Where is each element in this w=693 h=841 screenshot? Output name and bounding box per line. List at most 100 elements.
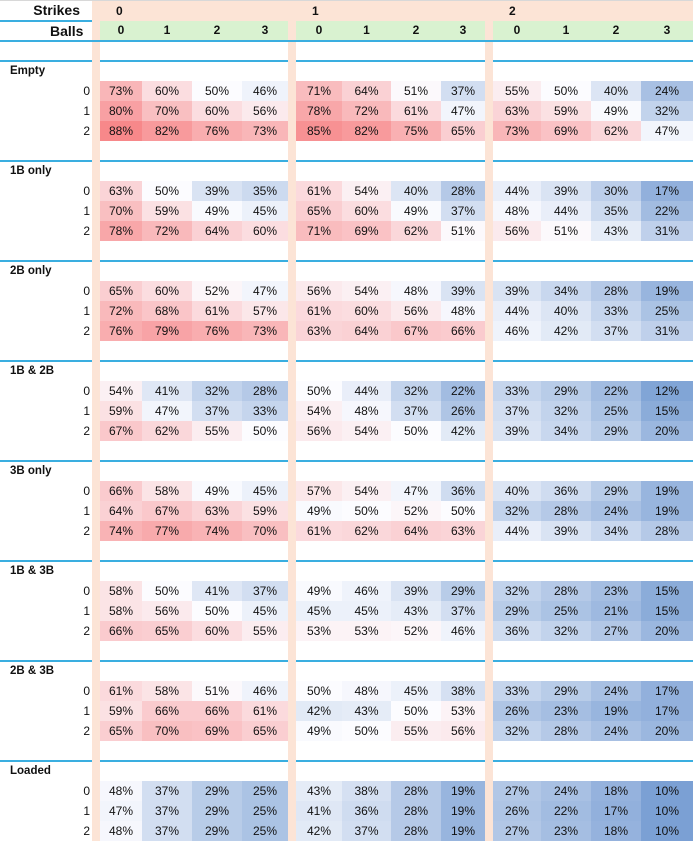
percent-cell[interactable]: 32% (493, 580, 541, 601)
percent-cell[interactable]: 28% (441, 180, 485, 201)
percent-cell[interactable]: 37% (142, 800, 192, 821)
percent-cell[interactable]: 55% (493, 80, 541, 101)
percent-cell[interactable]: 50% (342, 720, 391, 741)
percent-cell[interactable]: 76% (192, 120, 242, 141)
percent-cell[interactable]: 19% (641, 480, 693, 501)
percent-cell[interactable]: 19% (641, 500, 693, 521)
percent-cell[interactable]: 26% (493, 800, 541, 821)
percent-cell[interactable]: 28% (391, 800, 441, 821)
percent-cell[interactable]: 17% (591, 800, 641, 821)
percent-cell[interactable]: 61% (391, 100, 441, 121)
percent-cell[interactable]: 28% (391, 820, 441, 841)
percent-cell[interactable]: 48% (100, 820, 142, 841)
percent-cell[interactable]: 24% (591, 500, 641, 521)
percent-cell[interactable]: 46% (242, 680, 288, 701)
percent-cell[interactable]: 56% (142, 600, 192, 621)
percent-cell[interactable]: 40% (591, 80, 641, 101)
percent-cell[interactable]: 34% (541, 280, 591, 301)
percent-cell[interactable]: 32% (641, 100, 693, 121)
percent-cell[interactable]: 65% (100, 280, 142, 301)
percent-cell[interactable]: 28% (591, 280, 641, 301)
percent-cell[interactable]: 65% (441, 120, 485, 141)
percent-cell[interactable]: 56% (296, 420, 342, 441)
percent-cell[interactable]: 43% (296, 780, 342, 801)
percent-cell[interactable]: 49% (192, 480, 242, 501)
percent-cell[interactable]: 53% (296, 620, 342, 641)
percent-cell[interactable]: 32% (541, 620, 591, 641)
percent-cell[interactable]: 82% (142, 120, 192, 141)
percent-cell[interactable]: 56% (242, 100, 288, 121)
percent-cell[interactable]: 60% (342, 200, 391, 221)
percent-cell[interactable]: 54% (100, 380, 142, 401)
percent-cell[interactable]: 22% (541, 800, 591, 821)
percent-cell[interactable]: 54% (342, 280, 391, 301)
percent-cell[interactable]: 64% (342, 80, 391, 101)
percent-cell[interactable]: 19% (591, 700, 641, 721)
percent-cell[interactable]: 41% (142, 380, 192, 401)
percent-cell[interactable]: 70% (242, 520, 288, 541)
percent-cell[interactable]: 66% (142, 700, 192, 721)
percent-cell[interactable]: 44% (493, 180, 541, 201)
percent-cell[interactable]: 49% (391, 200, 441, 221)
percent-cell[interactable]: 64% (391, 520, 441, 541)
percent-cell[interactable]: 61% (192, 300, 242, 321)
percent-cell[interactable]: 78% (100, 220, 142, 241)
percent-cell[interactable]: 73% (242, 320, 288, 341)
percent-cell[interactable]: 37% (493, 400, 541, 421)
percent-cell[interactable]: 39% (541, 520, 591, 541)
percent-cell[interactable]: 37% (391, 400, 441, 421)
percent-cell[interactable]: 38% (342, 780, 391, 801)
percent-cell[interactable]: 50% (391, 420, 441, 441)
percent-cell[interactable]: 22% (441, 380, 485, 401)
percent-cell[interactable]: 39% (493, 420, 541, 441)
percent-cell[interactable]: 64% (100, 500, 142, 521)
percent-cell[interactable]: 67% (100, 420, 142, 441)
percent-cell[interactable]: 52% (391, 620, 441, 641)
percent-cell[interactable]: 44% (342, 380, 391, 401)
percent-cell[interactable]: 37% (591, 320, 641, 341)
percent-cell[interactable]: 66% (100, 620, 142, 641)
percent-cell[interactable]: 19% (641, 280, 693, 301)
percent-cell[interactable]: 62% (391, 220, 441, 241)
percent-cell[interactable]: 76% (100, 320, 142, 341)
percent-cell[interactable]: 18% (591, 780, 641, 801)
percent-cell[interactable]: 41% (296, 800, 342, 821)
percent-cell[interactable]: 57% (242, 300, 288, 321)
percent-cell[interactable]: 27% (493, 820, 541, 841)
percent-cell[interactable]: 29% (591, 420, 641, 441)
percent-cell[interactable]: 57% (296, 480, 342, 501)
percent-cell[interactable]: 72% (100, 300, 142, 321)
percent-cell[interactable]: 46% (242, 80, 288, 101)
percent-cell[interactable]: 60% (192, 620, 242, 641)
percent-cell[interactable]: 55% (242, 620, 288, 641)
percent-cell[interactable]: 35% (591, 200, 641, 221)
percent-cell[interactable]: 27% (591, 620, 641, 641)
percent-cell[interactable]: 15% (641, 580, 693, 601)
percent-cell[interactable]: 60% (142, 280, 192, 301)
percent-cell[interactable]: 48% (441, 300, 485, 321)
percent-cell[interactable]: 62% (342, 520, 391, 541)
percent-cell[interactable]: 54% (342, 420, 391, 441)
percent-cell[interactable]: 25% (242, 780, 288, 801)
percent-cell[interactable]: 40% (493, 480, 541, 501)
percent-cell[interactable]: 70% (142, 720, 192, 741)
percent-cell[interactable]: 37% (142, 820, 192, 841)
percent-cell[interactable]: 39% (493, 280, 541, 301)
percent-cell[interactable]: 76% (192, 320, 242, 341)
percent-cell[interactable]: 10% (641, 800, 693, 821)
percent-cell[interactable]: 52% (192, 280, 242, 301)
percent-cell[interactable]: 29% (192, 820, 242, 841)
percent-cell[interactable]: 56% (391, 300, 441, 321)
percent-cell[interactable]: 47% (100, 800, 142, 821)
percent-cell[interactable]: 45% (296, 600, 342, 621)
percent-cell[interactable]: 31% (641, 320, 693, 341)
percent-cell[interactable]: 20% (641, 420, 693, 441)
percent-cell[interactable]: 54% (342, 180, 391, 201)
percent-cell[interactable]: 61% (296, 300, 342, 321)
percent-cell[interactable]: 24% (641, 80, 693, 101)
percent-cell[interactable]: 72% (342, 100, 391, 121)
percent-cell[interactable]: 39% (391, 580, 441, 601)
percent-cell[interactable]: 22% (591, 380, 641, 401)
percent-cell[interactable]: 67% (391, 320, 441, 341)
percent-cell[interactable]: 65% (142, 620, 192, 641)
